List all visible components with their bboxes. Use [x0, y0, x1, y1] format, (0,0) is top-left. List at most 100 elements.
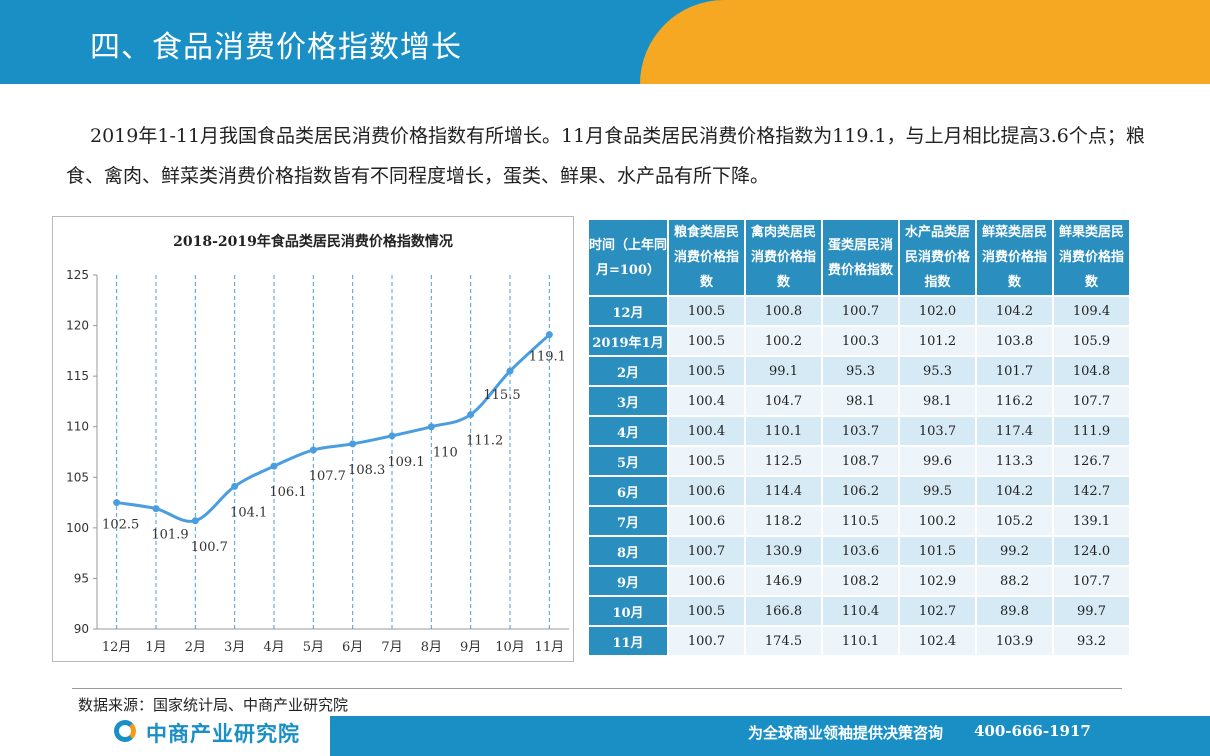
table-cell: 100.5 — [669, 357, 744, 385]
data-label: 108.3 — [348, 463, 385, 478]
table-cell: 102.0 — [900, 297, 975, 325]
table-cell: 166.8 — [746, 597, 821, 625]
data-point — [309, 446, 317, 454]
page-title: 四、食品消费价格指数增长 — [90, 30, 462, 65]
company-logo-text: 中商产业研究院 — [146, 722, 300, 746]
table-cell: 102.7 — [900, 597, 975, 625]
table-cell: 126.7 — [1054, 447, 1129, 475]
table-cell: 107.7 — [1054, 387, 1129, 415]
data-label: 107.7 — [309, 469, 346, 484]
table-cell: 109.4 — [1054, 297, 1129, 325]
table-cell: 103.9 — [977, 627, 1052, 655]
table-cell: 103.7 — [900, 417, 975, 445]
table-row: 6月 100.6 114.4 106.2 99.5 104.2 142.7 — [589, 477, 1129, 505]
table-cell: 111.9 — [1054, 417, 1129, 445]
page-header: 四、食品消费价格指数增长 — [0, 0, 1210, 84]
x-tick-label: 2月 — [185, 640, 206, 655]
table-cell: 100.3 — [823, 327, 898, 355]
data-label: 104.1 — [230, 505, 267, 520]
data-label: 115.5 — [483, 388, 520, 403]
data-label: 110 — [433, 446, 458, 461]
table-cell: 100.7 — [823, 297, 898, 325]
table-header-cell: 鲜果类居民消费价格指数 — [1054, 220, 1129, 295]
x-tick-label: 11月 — [535, 640, 565, 655]
table-cell: 93.2 — [1054, 627, 1129, 655]
intro-paragraph: 2019年1-11月我国食品类居民消费价格指数有所增长。11月食品类居民消费价格… — [66, 125, 1145, 187]
table-cell: 106.2 — [823, 477, 898, 505]
data-label: 106.1 — [269, 485, 306, 500]
table-cell: 100.6 — [669, 507, 744, 535]
table-cell: 104.8 — [1054, 357, 1129, 385]
table-header-cell: 禽肉类居民消费价格指数 — [746, 220, 821, 295]
table-cell: 105.9 — [1054, 327, 1129, 355]
y-tick-label: 110 — [66, 420, 89, 434]
table-row-time: 9月 — [589, 567, 667, 595]
table-cell: 146.9 — [746, 567, 821, 595]
table-cell: 100.5 — [669, 297, 744, 325]
table-cell: 88.2 — [977, 567, 1052, 595]
table-cell: 142.7 — [1054, 477, 1129, 505]
table-cell: 103.6 — [823, 537, 898, 565]
table-cell: 100.6 — [669, 477, 744, 505]
table-cell: 98.1 — [823, 387, 898, 415]
table-row-time: 3月 — [589, 387, 667, 415]
table-cell: 100.5 — [669, 597, 744, 625]
y-tick-label: 105 — [66, 470, 89, 484]
table-cell: 118.2 — [746, 507, 821, 535]
data-label: 101.9 — [151, 528, 188, 543]
data-point — [113, 499, 121, 507]
x-tick-label: 3月 — [224, 640, 245, 655]
table-row: 4月 100.4 110.1 103.7 103.7 117.4 111.9 — [589, 417, 1129, 445]
chart-title: 2018-2019年食品类居民消费价格指数情况 — [173, 234, 453, 250]
x-tick-label: 12月 — [102, 640, 132, 655]
table-row-time: 11月 — [589, 627, 667, 655]
table-header-cell: 蛋类居民消费价格指数 — [823, 220, 898, 295]
table-cell: 100.4 — [669, 417, 744, 445]
table-cell: 104.7 — [746, 387, 821, 415]
table-cell: 99.1 — [746, 357, 821, 385]
table-row-time: 5月 — [589, 447, 667, 475]
table-cell: 100.4 — [669, 387, 744, 415]
y-tick-label: 100 — [66, 521, 89, 535]
table-cell: 102.4 — [900, 627, 975, 655]
table-header-row: 时间（上年同月=100） 粮食类居民消费价格指数 禽肉类居民消费价格指数 蛋类居民消费… — [589, 220, 1129, 295]
table-row: 12月 100.5 100.8 100.7 102.0 104.2 109.4 — [589, 297, 1129, 325]
table-cell: 95.3 — [823, 357, 898, 385]
table-row: 10月 100.5 166.8 110.4 102.7 89.8 99.7 — [589, 597, 1129, 625]
data-point — [427, 423, 435, 431]
phone-number: 400-666-1917 — [974, 722, 1091, 740]
table-cell: 100.7 — [669, 627, 744, 655]
table-cell: 174.5 — [746, 627, 821, 655]
table-row-time: 2019年1月 — [589, 327, 667, 355]
table-header-cell: 水产品类居民消费价格指数 — [900, 220, 975, 295]
bottom-blue-band — [330, 716, 1210, 756]
table-cell: 89.8 — [977, 597, 1052, 625]
data-point — [349, 440, 357, 448]
data-label: 109.1 — [387, 455, 424, 470]
table-cell: 101.2 — [900, 327, 975, 355]
cpi-line-chart: 2018-2019年食品类居民消费价格指数情况 125 120 115 110 105 1… — [52, 216, 574, 662]
table-cell: 100.7 — [669, 537, 744, 565]
logo-icon — [114, 720, 136, 742]
data-point — [231, 482, 239, 490]
table-cell: 100.5 — [669, 327, 744, 355]
table-cell: 100.2 — [746, 327, 821, 355]
table-cell: 117.4 — [977, 417, 1052, 445]
data-label: 102.5 — [102, 518, 139, 533]
table-header-cell: 鲜菜类居民消费价格指数 — [977, 220, 1052, 295]
data-point — [388, 432, 396, 440]
data-point — [545, 331, 553, 339]
x-tick-label: 9月 — [460, 640, 481, 655]
table-cell: 110.1 — [746, 417, 821, 445]
x-tick-label: 8月 — [421, 640, 442, 655]
y-tick-label: 120 — [66, 319, 89, 333]
table-cell: 139.1 — [1054, 507, 1129, 535]
y-tick-label: 95 — [74, 571, 89, 585]
cpi-data-table: 时间（上年同月=100） 粮食类居民消费价格指数 禽肉类居民消费价格指数 蛋类居民消费… — [587, 218, 1131, 657]
x-tick-label: 10月 — [495, 640, 525, 655]
table-row-time: 4月 — [589, 417, 667, 445]
slogan: 为全球商业领袖提供决策咨询 — [748, 724, 944, 742]
table-cell: 110.5 — [823, 507, 898, 535]
data-label: 119.1 — [529, 350, 566, 365]
table-cell: 100.5 — [669, 447, 744, 475]
